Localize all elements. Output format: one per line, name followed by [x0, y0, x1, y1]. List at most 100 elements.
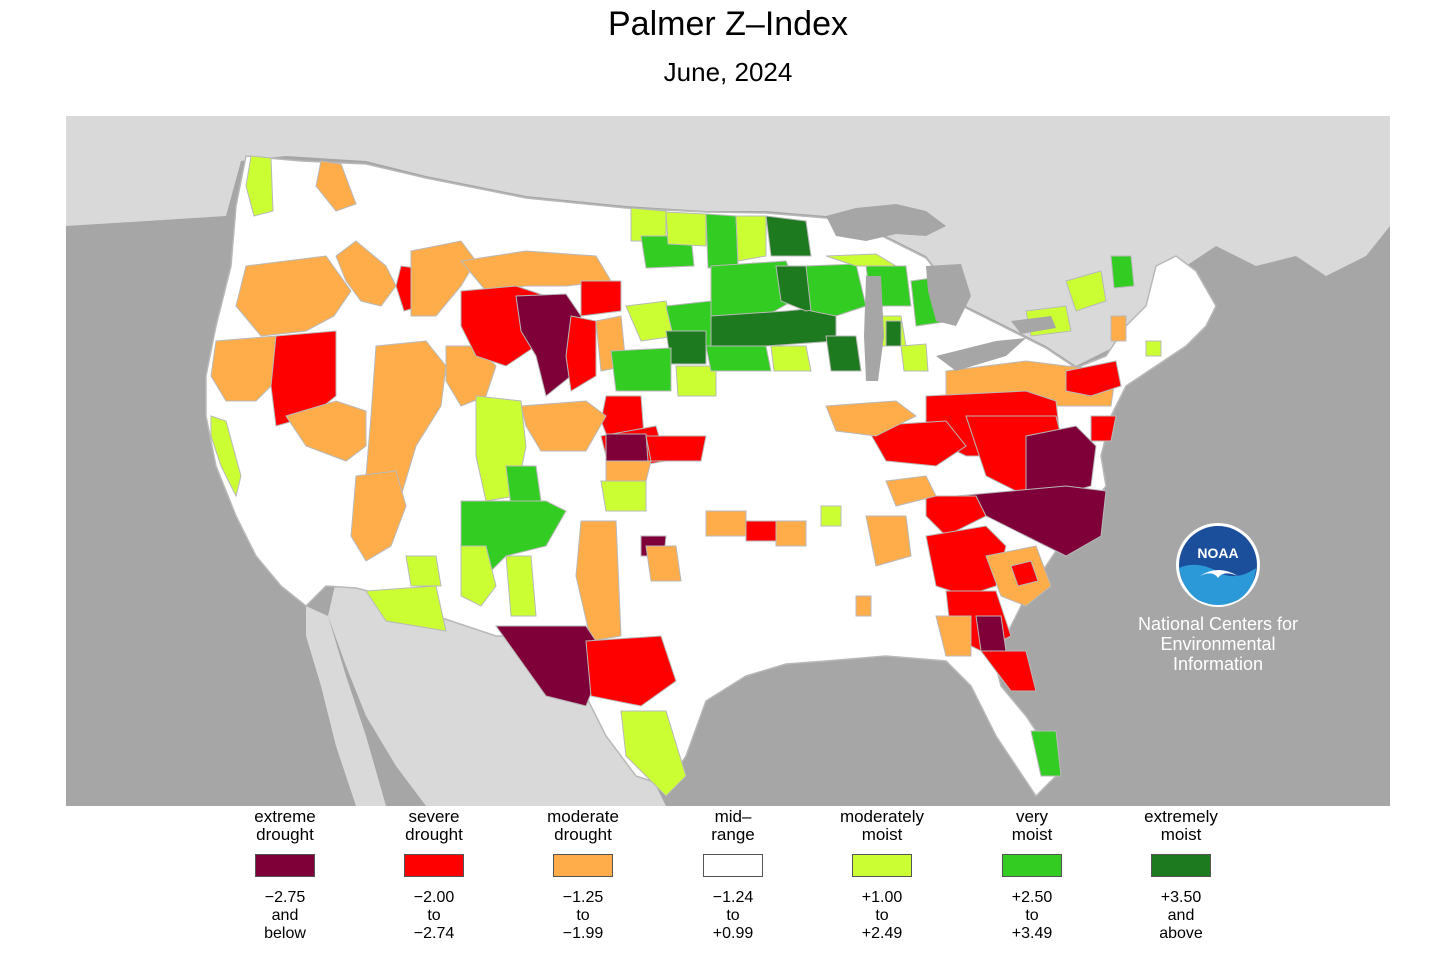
division-az-south [365, 585, 447, 632]
legend-label: mid– range [658, 806, 808, 844]
legend-swatch [852, 854, 912, 877]
legend-range: +3.50 and above [1106, 889, 1256, 943]
division-al-south [935, 615, 972, 657]
legend-range-line: +2.50 [1011, 889, 1053, 906]
legend-range: −1.24 to +0.99 [658, 889, 808, 943]
ncei-name-line: Information [1172, 654, 1264, 674]
division-ut-west [285, 400, 367, 462]
legend-range-line: to [576, 907, 590, 924]
division-wa-central [315, 160, 357, 212]
legend-label-line: extreme [254, 807, 316, 826]
noaa-logo: NOAA [1176, 523, 1260, 607]
division-tx-panhandle [575, 520, 622, 642]
lake-ontario [1011, 316, 1056, 334]
ncei-name-line: Environmental [1160, 634, 1276, 654]
division-in-south [825, 400, 917, 437]
legend-label: extremely moist [1106, 806, 1256, 844]
legend-label: very moist [957, 806, 1107, 844]
division-nd-east [665, 211, 707, 247]
legend-range-line: −1.25 [562, 889, 604, 906]
division-ne-central [610, 347, 672, 392]
ncei-name: National Centers for Environmental Infor… [1128, 614, 1308, 674]
division-ny-east [1110, 315, 1127, 342]
gulf-of-mexico [686, 701, 1016, 806]
legend-range-line: −2.74 [413, 925, 455, 942]
legend-label: extreme drought [210, 806, 360, 844]
division-ia-ne [770, 345, 812, 372]
division-tn-east [925, 495, 987, 537]
division-or-central [235, 255, 352, 337]
legend-range-line: below [264, 925, 306, 942]
legend-label-line: moderate [547, 807, 619, 826]
legend: extreme drought −2.75 and below severe d… [210, 806, 1256, 956]
lake-huron [926, 264, 971, 326]
division-az-central [405, 555, 442, 587]
lake-superior [826, 204, 946, 241]
legend-range-line: and [1167, 907, 1195, 924]
division-wy-central [515, 293, 582, 397]
division-mt-south [410, 240, 477, 317]
division-nc-east [954, 485, 1107, 557]
legend-label-line: drought [256, 825, 314, 844]
legend-item-extreme-drought: extreme drought −2.75 and below [210, 806, 360, 943]
legend-label-line: very [1015, 807, 1049, 826]
division-fl-north [980, 650, 1037, 692]
legend-item-mid-range: mid– range −1.24 to +0.99 [658, 806, 808, 943]
legend-swatch [255, 854, 315, 877]
legend-range-line: and [271, 907, 299, 924]
legend-range-line: +0.99 [712, 925, 754, 942]
legend-label-line: moist [861, 825, 903, 844]
legend-label-line: mid– [714, 807, 752, 826]
legend-range-line: −1.24 [712, 889, 754, 906]
division-mo-red [745, 520, 777, 542]
legend-swatch [1151, 854, 1211, 877]
division-ms-central [855, 595, 872, 617]
legend-item-moderately-moist: moderately moist +1.00 to +2.49 [807, 806, 957, 943]
legend-label: moderate drought [508, 806, 658, 844]
legend-range: −2.00 to −2.74 [359, 889, 509, 943]
legend-range-line: −2.00 [413, 889, 455, 906]
division-mn-nw [705, 213, 739, 269]
division-mi-thumb [885, 320, 902, 347]
division-ok-west [600, 480, 647, 512]
legend-range: +1.00 to +2.49 [807, 889, 957, 943]
noaa-logo-water [1179, 564, 1256, 605]
division-mn-ne [765, 215, 812, 257]
legend-item-severe-drought: severe drought −2.00 to −2.74 [359, 806, 509, 943]
legend-label-line: moderately [839, 807, 925, 826]
legend-label-line: severe [408, 807, 460, 826]
legend-swatch [1002, 854, 1062, 877]
canada-land [66, 116, 1390, 366]
legend-label-line: drought [405, 825, 463, 844]
legend-label: moderately moist [807, 806, 957, 844]
division-ky [865, 420, 967, 467]
division-md [1090, 415, 1117, 442]
great-lakes [826, 204, 1056, 381]
division-nm-sw [505, 555, 537, 617]
division-ga-se [975, 615, 1007, 652]
legend-range-line: to [427, 907, 441, 924]
legend-swatch [703, 854, 763, 877]
division-ut-central [365, 340, 447, 507]
division-ok-east [645, 545, 682, 582]
division-vt [1110, 255, 1135, 289]
legend-label: severe drought [359, 806, 509, 844]
division-co-south [505, 465, 542, 507]
division-sc-inner [1010, 560, 1039, 587]
legend-range-line: −1.99 [562, 925, 604, 942]
map-title: Palmer Z–Index [608, 5, 848, 43]
legend-label-line: moist [1160, 825, 1202, 844]
division-ks-sw [605, 433, 649, 462]
division-id-central [335, 240, 397, 307]
division-wy-east [565, 315, 597, 392]
legend-range-line: above [1159, 925, 1203, 942]
division-az-west [350, 470, 407, 562]
legend-label-line: range [711, 825, 755, 844]
legend-range: −2.75 and below [210, 889, 360, 943]
division-tx-trans-pecos [495, 625, 607, 707]
legend-range: −1.25 to −1.99 [508, 889, 658, 943]
division-ks-south [645, 435, 707, 462]
legend-range-line: +2.49 [861, 925, 903, 942]
legend-range-line: −2.75 [264, 889, 306, 906]
division-mo-east [775, 520, 807, 547]
